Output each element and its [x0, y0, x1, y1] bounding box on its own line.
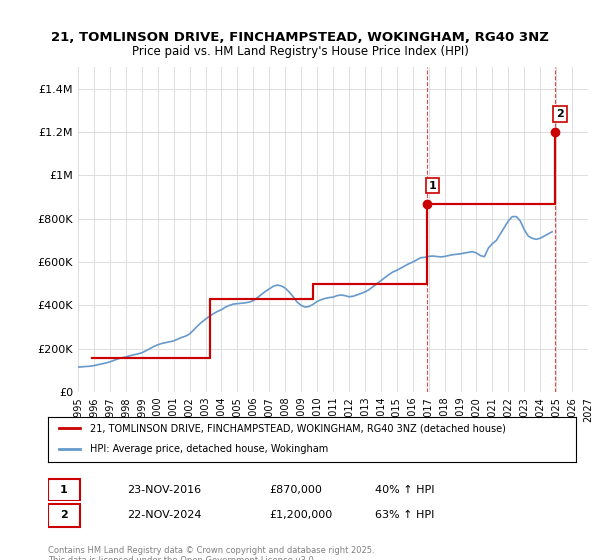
Text: Contains HM Land Registry data © Crown copyright and database right 2025.
This d: Contains HM Land Registry data © Crown c… [48, 546, 374, 560]
Text: 2: 2 [556, 109, 564, 119]
Text: Price paid vs. HM Land Registry's House Price Index (HPI): Price paid vs. HM Land Registry's House … [131, 45, 469, 58]
Text: 21, TOMLINSON DRIVE, FINCHAMPSTEAD, WOKINGHAM, RG40 3NZ: 21, TOMLINSON DRIVE, FINCHAMPSTEAD, WOKI… [51, 31, 549, 44]
Text: £870,000: £870,000 [270, 485, 323, 495]
Text: 1: 1 [428, 181, 436, 190]
Text: £1,200,000: £1,200,000 [270, 510, 333, 520]
FancyBboxPatch shape [48, 478, 80, 502]
Text: 63% ↑ HPI: 63% ↑ HPI [376, 510, 435, 520]
Text: 23-NOV-2016: 23-NOV-2016 [127, 485, 202, 495]
FancyBboxPatch shape [48, 504, 80, 526]
Text: 21, TOMLINSON DRIVE, FINCHAMPSTEAD, WOKINGHAM, RG40 3NZ (detached house): 21, TOMLINSON DRIVE, FINCHAMPSTEAD, WOKI… [90, 423, 506, 433]
Text: 2: 2 [60, 510, 68, 520]
Text: 1: 1 [60, 485, 68, 495]
Text: HPI: Average price, detached house, Wokingham: HPI: Average price, detached house, Woki… [90, 445, 328, 455]
Text: 40% ↑ HPI: 40% ↑ HPI [376, 485, 435, 495]
Text: 22-NOV-2024: 22-NOV-2024 [127, 510, 202, 520]
